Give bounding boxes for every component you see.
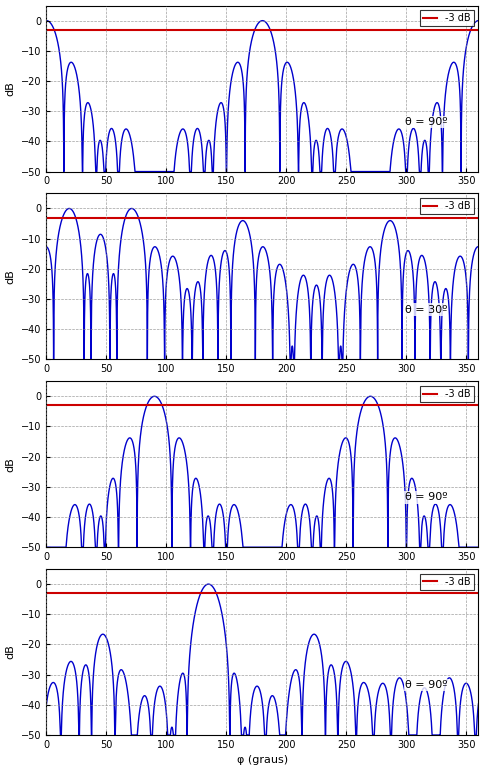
Legend: -3 dB: -3 dB xyxy=(420,11,473,26)
Text: θ = 30º: θ = 30º xyxy=(405,305,447,315)
Text: θ = 90º: θ = 90º xyxy=(405,116,448,126)
Legend: -3 dB: -3 dB xyxy=(420,386,473,402)
Text: θ = 90º: θ = 90º xyxy=(405,680,448,690)
Legend: -3 dB: -3 dB xyxy=(420,574,473,590)
Text: θ = 90º: θ = 90º xyxy=(405,493,448,503)
Y-axis label: dB: dB xyxy=(5,269,15,284)
Y-axis label: dB: dB xyxy=(5,457,15,472)
Legend: -3 dB: -3 dB xyxy=(420,198,473,214)
X-axis label: φ (graus): φ (graus) xyxy=(237,756,288,766)
Y-axis label: dB: dB xyxy=(5,81,15,96)
Y-axis label: dB: dB xyxy=(5,645,15,659)
